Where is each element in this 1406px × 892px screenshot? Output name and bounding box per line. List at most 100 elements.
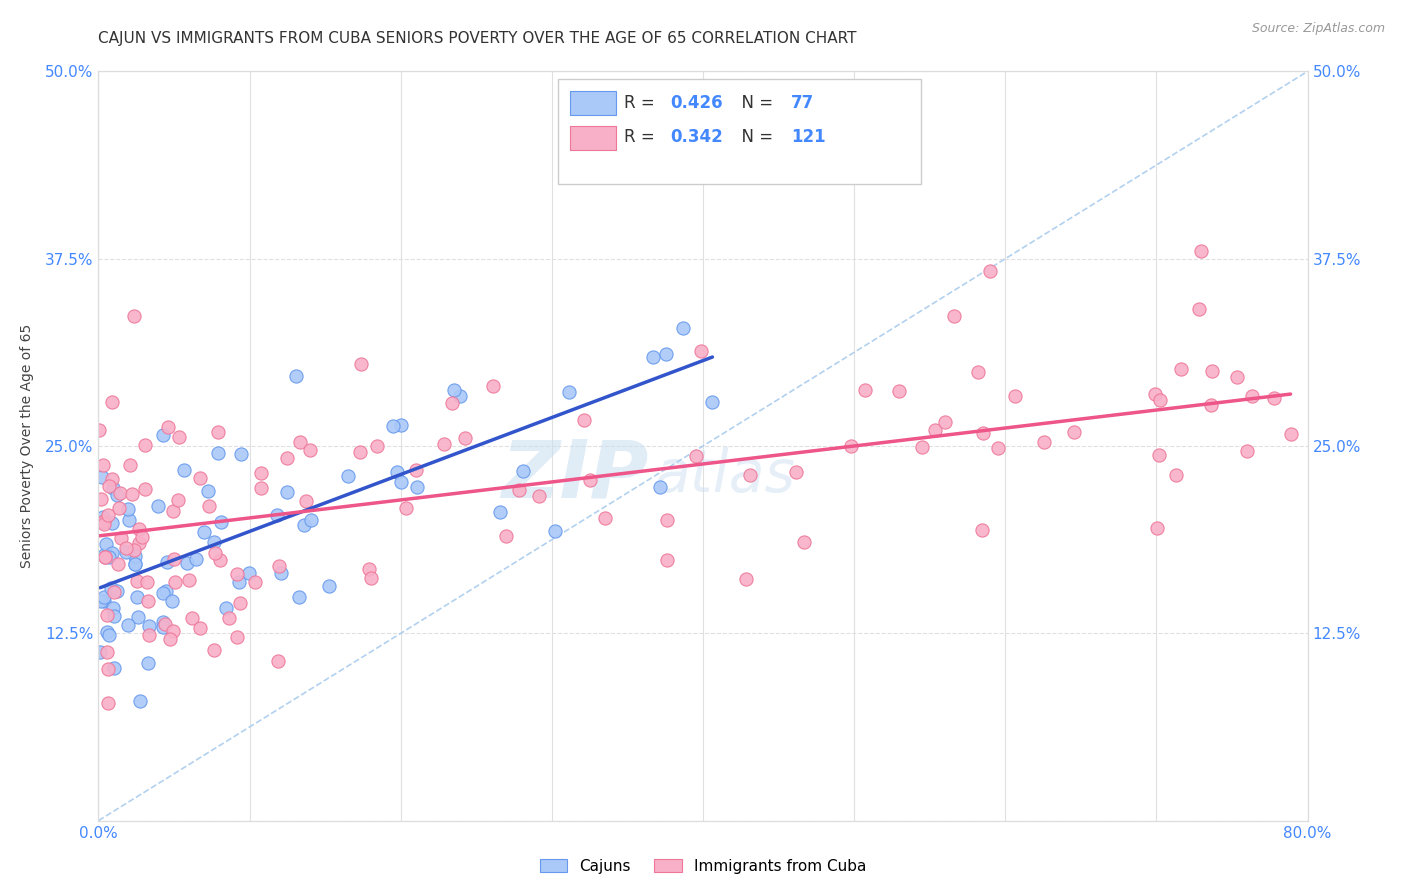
Point [129, 694, 152, 708]
Text: 77: 77 [792, 94, 814, 112]
Point [238, 566, 260, 580]
Point [1240, 389, 1263, 403]
Point [1147, 449, 1170, 463]
Point [689, 343, 711, 358]
Point [967, 365, 990, 379]
Point [93, 591, 115, 605]
Point [228, 575, 250, 590]
Point [207, 425, 229, 439]
Point [101, 545, 124, 559]
Point [202, 643, 225, 657]
Point [152, 620, 174, 634]
Point [146, 499, 169, 513]
Point [135, 574, 157, 589]
Point [558, 384, 581, 399]
Point [197, 499, 219, 513]
Point [1201, 364, 1223, 378]
Point [128, 522, 150, 536]
Point [97, 508, 120, 522]
Text: 0.342: 0.342 [671, 128, 723, 146]
Point [655, 513, 678, 527]
Point [117, 502, 139, 516]
Point [440, 395, 463, 409]
Point [94, 537, 117, 551]
Point [1226, 369, 1249, 384]
Point [91, 458, 114, 473]
Point [529, 490, 551, 504]
Point [117, 618, 139, 632]
Point [89, 645, 111, 659]
Point [218, 611, 240, 625]
Point [672, 321, 695, 335]
Point [276, 450, 298, 465]
Point [96, 645, 118, 659]
Point [101, 516, 124, 530]
Point [267, 654, 290, 668]
Text: 0.426: 0.426 [671, 94, 723, 112]
Point [97, 696, 120, 710]
Point [155, 555, 177, 569]
Point [266, 508, 288, 522]
Legend: Cajuns, Immigrants from Cuba: Cajuns, Immigrants from Cuba [534, 853, 872, 880]
Point [382, 418, 405, 433]
Point [173, 463, 195, 477]
Point [209, 515, 232, 529]
Point [167, 430, 190, 444]
Point [578, 473, 600, 487]
Point [127, 574, 149, 589]
Point [101, 394, 124, 409]
Text: R =: R = [624, 94, 661, 112]
Point [127, 610, 149, 624]
Point [91, 515, 114, 529]
Point [136, 656, 159, 670]
Point [359, 562, 381, 576]
Point [1032, 434, 1054, 449]
Point [1004, 389, 1026, 403]
Point [544, 524, 567, 538]
Point [193, 524, 215, 539]
Point [294, 493, 316, 508]
Text: N =: N = [731, 128, 778, 146]
Point [284, 369, 307, 384]
Point [443, 384, 465, 398]
Point [118, 513, 141, 527]
Point [190, 471, 212, 485]
Point [911, 440, 934, 454]
FancyBboxPatch shape [558, 78, 921, 184]
Point [114, 541, 136, 556]
Point [1170, 362, 1192, 376]
Text: R =: R = [624, 128, 661, 146]
Point [138, 594, 160, 608]
Point [131, 530, 153, 544]
Point [572, 413, 595, 427]
Text: Source: ZipAtlas.com: Source: ZipAtlas.com [1251, 22, 1385, 36]
Point [115, 544, 138, 558]
Text: ZIP: ZIP [501, 437, 648, 515]
Point [121, 487, 143, 501]
Point [101, 472, 124, 486]
Point [276, 484, 298, 499]
Point [108, 500, 131, 515]
Point [1164, 467, 1187, 482]
Point [204, 546, 226, 560]
Point [508, 483, 530, 498]
Point [270, 566, 292, 580]
Point [1149, 392, 1171, 407]
Point [207, 446, 229, 460]
Point [105, 583, 128, 598]
Point [96, 625, 118, 640]
Point [249, 481, 271, 495]
Point [934, 415, 956, 429]
Point [231, 447, 253, 461]
Point [138, 628, 160, 642]
Point [110, 531, 132, 545]
Point [299, 513, 322, 527]
Point [124, 557, 146, 571]
Point [512, 464, 534, 478]
Point [495, 528, 517, 542]
Point [391, 475, 413, 490]
Point [299, 443, 322, 458]
Point [122, 310, 145, 324]
Point [792, 535, 814, 549]
Point [454, 431, 477, 445]
